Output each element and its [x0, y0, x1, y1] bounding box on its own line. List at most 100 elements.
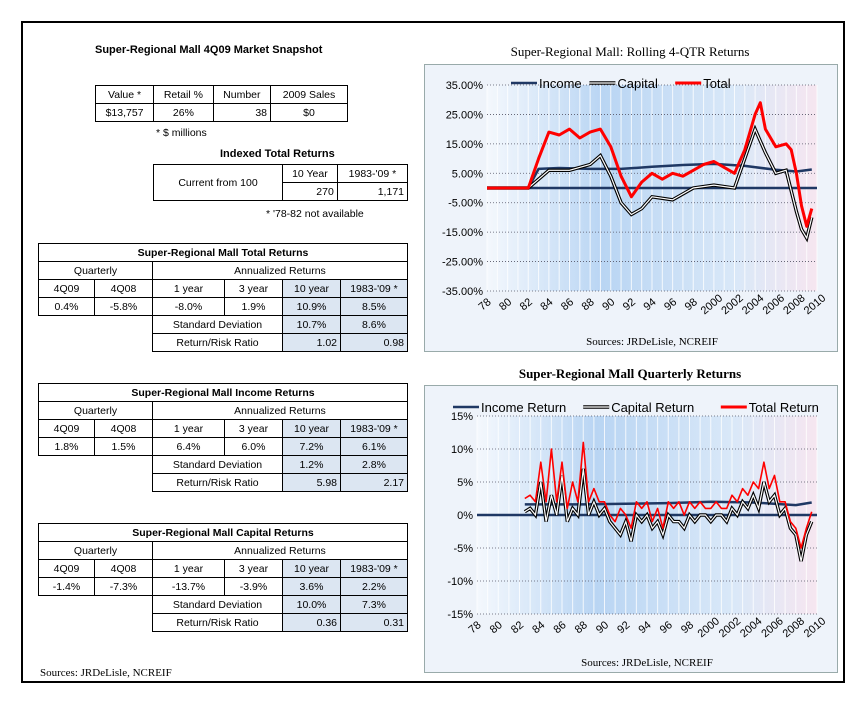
sd-label: Standard Deviation [152, 595, 283, 614]
x-tick-label: 78 [467, 619, 484, 636]
rr-label: Return/Risk Ratio [152, 473, 283, 492]
y-tick-label: -5% [453, 543, 473, 555]
x-tick-label: 92 [621, 296, 638, 313]
sd-value: 10.0% [282, 595, 341, 614]
rr-label: Return/Risk Ratio [152, 613, 283, 632]
col-header: 4Q09 [38, 279, 95, 298]
y-tick-label: -15.00% [442, 227, 483, 239]
cell-value: 1.8% [38, 437, 95, 456]
snapshot-value: $0 [270, 103, 348, 122]
y-tick-label: 35.00% [446, 80, 484, 92]
x-tick-label: 2002 [717, 615, 743, 640]
legend-label: Income [539, 76, 582, 91]
y-tick-label: 5.00% [452, 168, 483, 180]
table-title: Super-Regional Mall Capital Returns [38, 523, 408, 542]
cell-value: 7.2% [282, 437, 341, 456]
col-header: 3 year [224, 559, 283, 578]
cell-value: 6.1% [340, 437, 408, 456]
cell-value: -7.3% [94, 577, 153, 596]
legend-label: Total Return [749, 400, 819, 415]
rr-value: 1.02 [282, 333, 341, 352]
sd-label: Standard Deviation [152, 315, 283, 334]
quarterly-label: Quarterly [38, 541, 153, 560]
sd-value: 8.6% [340, 315, 408, 334]
capital-returns-table: Super-Regional Mall Capital Returns Quar… [38, 523, 408, 632]
cell-value: 0.4% [38, 297, 95, 316]
col-header: 3 year [224, 279, 283, 298]
cell-value: 8.5% [340, 297, 408, 316]
chart1-title: Super-Regional Mall: Rolling 4-QTR Retur… [510, 44, 750, 59]
series-line-2 [487, 101, 814, 228]
cell-value: 1.9% [224, 297, 283, 316]
report-frame [21, 21, 845, 683]
x-tick-label: 2010 [802, 615, 828, 640]
indexed-table: Current from 100 10 Year 1983-'09 * 270 … [153, 164, 409, 201]
col-header: 1 year [152, 419, 225, 438]
indexed-value: 1,171 [336, 182, 409, 201]
x-tick-label: 2000 [696, 615, 722, 640]
col-header: 4Q08 [94, 419, 153, 438]
cell-value: 6.4% [152, 437, 225, 456]
cell-value: -13.7% [152, 577, 225, 596]
legend-label: Income Return [481, 400, 566, 415]
quarterly-label: Quarterly [38, 261, 153, 280]
sd-value: 1.2% [282, 455, 341, 474]
rolling-returns-chart: 35.00% 25.00% 15.00% 5.00% -5.00% -15.00% -25.… [442, 76, 828, 348]
x-tick-label: 2008 [781, 615, 807, 640]
total-returns-table: Super-Regional Mall Total Returns Quarte… [38, 243, 408, 352]
series-line-1 [524, 468, 813, 562]
col-header: 4Q08 [94, 559, 153, 578]
x-tick-label: 86 [552, 619, 569, 636]
cell-value: 3.6% [282, 577, 341, 596]
indexed-header: 1983-'09 * [336, 164, 409, 183]
x-tick-label: 84 [530, 619, 547, 636]
sd-value: 2.8% [340, 455, 408, 474]
snapshot-table: Value * Retail % Number 2009 Sales $13,7… [94, 85, 348, 122]
x-tick-label: 96 [662, 296, 679, 313]
cell-value: 2.2% [340, 577, 408, 596]
x-tick-label: 82 [509, 619, 526, 636]
col-header: 4Q09 [38, 419, 95, 438]
chart1-panel: 35.00% 25.00% 15.00% 5.00% -5.00% -15.00% -25.… [424, 64, 838, 352]
rr-label: Return/Risk Ratio [152, 333, 283, 352]
annualized-label: Annualized Returns [152, 541, 408, 560]
x-tick-label: 2006 [759, 615, 785, 640]
x-tick-label: 90 [594, 619, 611, 636]
indexed-note: * '78-82 not available [266, 208, 364, 220]
cell-value: -1.4% [38, 577, 95, 596]
snapshot-value: 26% [153, 103, 214, 122]
chart2-title: Super-Regional Mall Quarterly Returns [518, 366, 742, 381]
sd-label: Standard Deviation [152, 455, 283, 474]
snapshot-value: 38 [212, 103, 272, 122]
legend-label: Total [703, 76, 731, 91]
snapshot-value: $13,757 [94, 103, 155, 122]
legend-label: Capital [617, 76, 658, 91]
indexed-header: 10 Year [282, 164, 338, 183]
sd-value: 10.7% [282, 315, 341, 334]
indexed-row-label: Current from 100 [153, 164, 283, 201]
chart2-panel: 15% 10% 5% 0% -5% -10% -15% 78 80 82 84 86 88 90 92 94 9… [424, 385, 838, 673]
col-header: 4Q09 [38, 559, 95, 578]
snapshot-header: Value * [94, 85, 155, 104]
col-header: 1983-'09 * [340, 419, 408, 438]
col-header: 10 year [282, 559, 341, 578]
legend-label: Capital Return [611, 400, 694, 415]
series-line-1 [487, 127, 813, 240]
footer-source: Sources: JRDeLisle, NCREIF [40, 667, 172, 679]
x-tick-label: 84 [538, 296, 555, 313]
annualized-label: Annualized Returns [152, 401, 408, 420]
col-header: 4Q08 [94, 279, 153, 298]
y-tick-label: -25.00% [442, 257, 483, 269]
y-tick-label: 15% [451, 411, 473, 423]
cell-value: 10.9% [282, 297, 341, 316]
chart-source: Sources: JRDeLisle, NCREIF [586, 336, 718, 348]
x-tick-label: 94 [642, 296, 659, 313]
y-tick-label: -35.00% [442, 286, 483, 298]
col-header: 1983-'09 * [340, 559, 408, 578]
cell-value: 6.0% [224, 437, 283, 456]
sd-value: 7.3% [340, 595, 408, 614]
income-returns-table: Super-Regional Mall Income Returns Quart… [38, 383, 408, 492]
x-tick-label: 94 [637, 619, 654, 636]
rr-value: 5.98 [282, 473, 341, 492]
x-tick-label: 80 [488, 619, 505, 636]
